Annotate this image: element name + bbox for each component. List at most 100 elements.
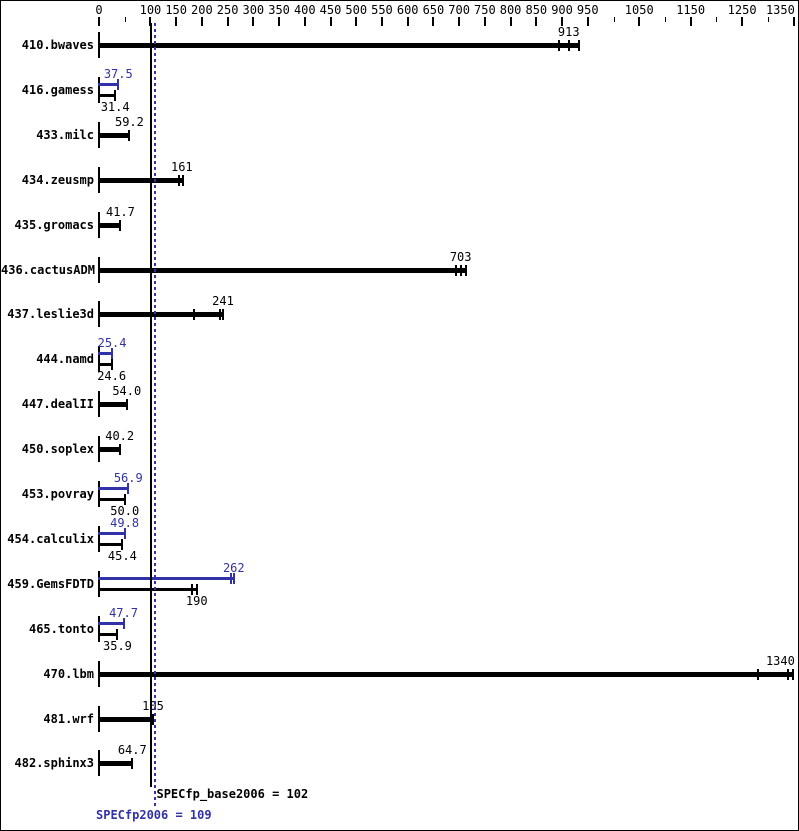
run-tick — [110, 359, 113, 371]
axis-tick-label: 400 — [293, 3, 316, 17]
base-value-label: 54.0 — [112, 384, 142, 399]
axis-tick-label: 700 — [448, 3, 470, 17]
run-tick — [786, 668, 789, 680]
axis-tick-major — [329, 17, 332, 26]
base-bar — [98, 267, 466, 273]
base-value-label: 59.2 — [114, 114, 144, 129]
run-tick — [125, 399, 128, 411]
run-tick — [181, 174, 184, 186]
axis-tick-label: 500 — [345, 3, 368, 17]
run-tick — [577, 40, 580, 51]
axis-tick-label: 550 — [371, 3, 393, 17]
axis-tick-major — [406, 17, 409, 26]
base-bar — [98, 447, 120, 453]
base-value-label: 703 — [449, 249, 472, 264]
run-tick — [116, 628, 119, 640]
axis-tick-major — [483, 17, 486, 26]
axis-tick-major — [535, 17, 538, 26]
axis-tick-major — [792, 17, 795, 26]
peak-value-label: 47.7 — [109, 605, 138, 620]
axis-tick-label: 200 — [191, 3, 213, 17]
axis-tick-label: 450 — [319, 3, 342, 17]
row-axis-bracket — [98, 615, 100, 642]
base-bar — [98, 402, 127, 408]
run-tick — [568, 40, 571, 51]
run-tick — [219, 309, 222, 321]
base-bar — [98, 671, 794, 677]
benchmark-label: 450.soplex — [21, 442, 94, 457]
run-tick — [128, 129, 131, 141]
benchmark-label: 435.gromacs — [14, 217, 94, 232]
peak-value-label: 25.4 — [97, 336, 127, 351]
run-tick — [459, 264, 462, 276]
axis-tick-label: 1250 — [727, 3, 757, 17]
base-value-label: 35.9 — [103, 638, 132, 653]
run-tick — [230, 572, 233, 584]
axis-tick-minor — [613, 17, 615, 22]
base-bar — [98, 761, 133, 767]
base-value-label: 161 — [170, 159, 193, 174]
axis-tick-label: 650 — [422, 3, 445, 17]
peak-score-label: SPECfp2006 = 109 — [96, 808, 212, 822]
row-axis-bracket — [98, 525, 100, 552]
axis-tick-major — [458, 17, 461, 26]
benchmark-label: 437.leslie3d — [7, 307, 94, 322]
axis-tick-major — [380, 17, 383, 26]
run-tick — [119, 219, 122, 231]
run-tick — [117, 78, 120, 90]
base-bar — [98, 93, 116, 97]
run-tick — [195, 583, 198, 595]
benchmark-label: 433.milc — [36, 127, 94, 142]
benchmark-label: 434.zeusmp — [21, 172, 94, 187]
peak-bar — [98, 82, 119, 86]
benchmark-label: 436.cactusADM — [1, 262, 95, 277]
benchmark-label: 410.bwaves — [21, 38, 94, 52]
peak-value-label: 49.8 — [110, 515, 140, 530]
run-tick — [111, 348, 114, 360]
base-bar — [98, 498, 125, 501]
run-tick — [152, 713, 155, 725]
peak-bar — [98, 621, 124, 625]
run-tick — [193, 309, 196, 321]
run-tick — [123, 527, 126, 539]
axis-tick-major — [175, 17, 178, 26]
axis-tick-major — [561, 17, 564, 26]
peak-value-label: 56.9 — [113, 471, 143, 485]
base-bar — [98, 363, 112, 367]
axis-tick-major — [432, 17, 435, 26]
axis-tick-major — [252, 17, 255, 26]
axis-tick-major — [278, 17, 281, 26]
base-value-label: 1340 — [765, 653, 795, 668]
row-axis-bracket — [98, 481, 100, 507]
run-tick — [221, 309, 224, 321]
row-axis-bracket — [98, 346, 100, 373]
benchmark-label: 453.povray — [21, 487, 94, 501]
axis-tick-label: 300 — [242, 3, 265, 17]
axis-tick-major — [303, 17, 306, 26]
axis-tick-major — [200, 17, 203, 26]
run-tick — [121, 538, 124, 550]
run-tick — [177, 174, 180, 186]
run-tick — [131, 758, 134, 770]
axis-tick-label: 250 — [216, 3, 239, 17]
axis-tick-label: 1350 — [765, 3, 795, 17]
row-axis-bracket — [98, 570, 100, 597]
base-value-label: 64.7 — [117, 743, 147, 758]
peak-bar — [98, 576, 234, 580]
base-bar — [98, 222, 121, 228]
base-value-label: 913 — [557, 25, 580, 39]
peak-bar — [98, 487, 129, 490]
base-value-label: 41.7 — [105, 204, 135, 219]
base-bar — [98, 312, 223, 318]
base-mean-reference-line — [150, 23, 153, 787]
run-tick — [757, 668, 760, 680]
base-value-label: 45.4 — [107, 548, 137, 563]
base-bar — [98, 587, 197, 591]
axis-tick-minor — [716, 17, 718, 22]
benchmark-label: 482.sphinx3 — [14, 756, 94, 771]
run-tick — [114, 89, 117, 101]
peak-bar — [98, 531, 125, 535]
peak-mean-reference-line — [154, 23, 157, 806]
axis-tick-label: 350 — [268, 3, 290, 17]
